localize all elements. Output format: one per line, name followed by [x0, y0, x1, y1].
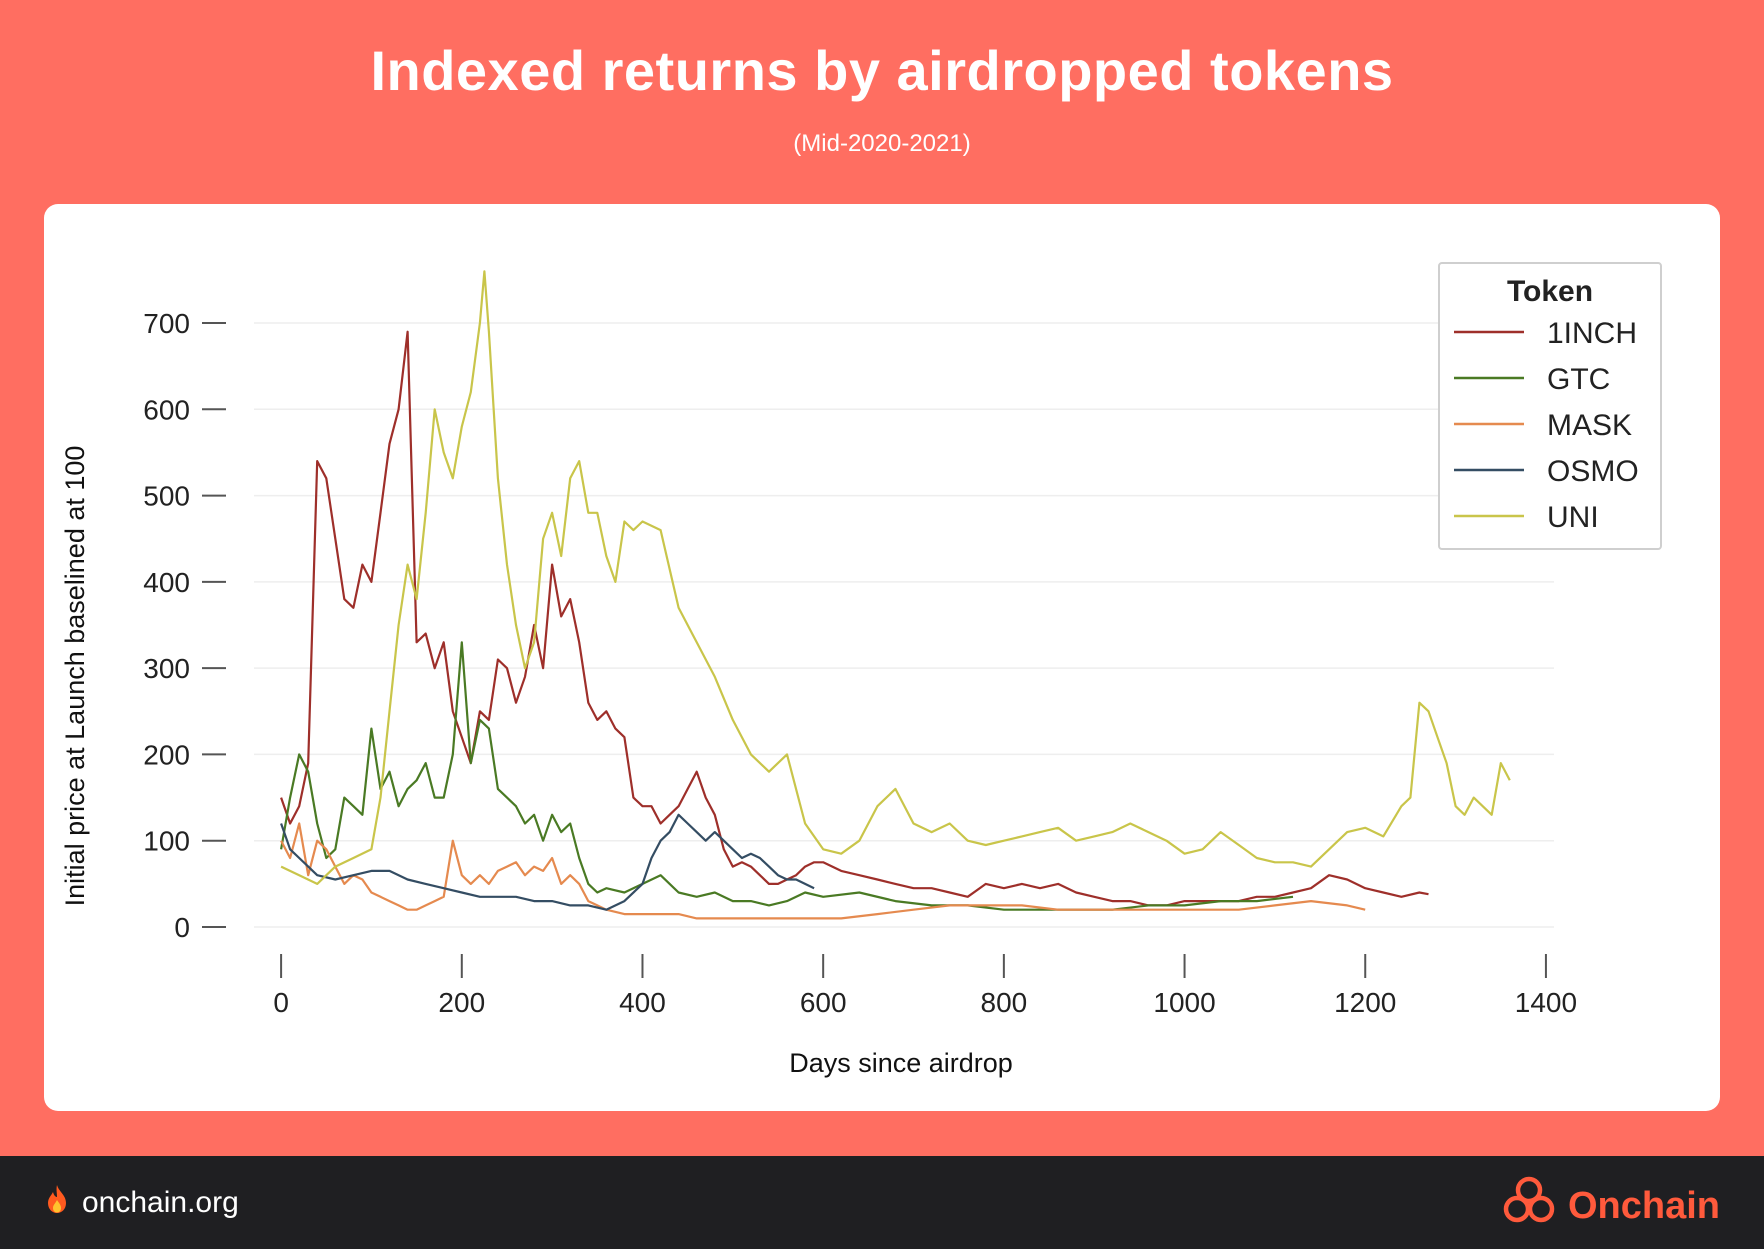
series-line-uni	[280, 270, 1511, 885]
legend: Token 1INCH GTC MASK OSMO UNI	[1438, 262, 1662, 550]
brand-name: Onchain	[1567, 1184, 1720, 1227]
legend-label-mask: MASK	[1547, 409, 1632, 442]
x-tick-label: 0	[273, 987, 289, 1018]
footer-site-text: onchain.org	[82, 1186, 239, 1219]
onchain-logo-icon	[1498, 1174, 1560, 1238]
x-tick-label: 400	[619, 987, 666, 1018]
y-tick-label: 0	[174, 912, 190, 943]
legend-label-uni: UNI	[1547, 501, 1599, 534]
chart-title: Indexed returns by airdropped tokens	[370, 39, 1394, 102]
footer-site[interactable]: onchain.org	[44, 1184, 239, 1222]
legend-label-gtc: GTC	[1547, 363, 1610, 396]
footer-bar: onchain.org Onchain	[0, 1156, 1764, 1249]
y-tick-label: 500	[143, 481, 190, 512]
legend-label-1inch: 1INCH	[1547, 317, 1637, 350]
legend-title: Token	[1507, 275, 1593, 308]
y-axis: 0 100 200 300 400 500 600 700	[143, 308, 226, 943]
series-line-gtc	[280, 641, 1294, 911]
x-tick-label: 600	[800, 987, 847, 1018]
y-tick-label: 400	[143, 567, 190, 598]
y-tick-label: 100	[143, 826, 190, 857]
x-axis-label: Days since airdrop	[789, 1048, 1013, 1078]
series-line-1inch	[280, 330, 1429, 907]
x-axis: 0 200 400 600 800 1000 1200 1400	[273, 954, 1577, 1018]
x-tick-label: 1400	[1515, 987, 1577, 1018]
grid	[254, 322, 1554, 928]
x-tick-label: 1200	[1334, 987, 1396, 1018]
y-tick-label: 300	[143, 653, 190, 684]
fire-icon	[44, 1184, 70, 1222]
chart-card: 0 100 200 300 400 500 600 700 0 200 400 600 800 1000…	[44, 204, 1720, 1111]
chart-subtitle: (Mid-2020-2021)	[793, 130, 971, 157]
series-line-mask	[280, 822, 1366, 920]
x-tick-label: 800	[981, 987, 1028, 1018]
x-tick-label: 1000	[1153, 987, 1215, 1018]
legend-label-osmo: OSMO	[1547, 455, 1639, 488]
line-chart: 0 100 200 300 400 500 600 700 0 200 400 600 800 1000…	[60, 262, 1662, 1078]
x-tick-label: 200	[438, 987, 485, 1018]
y-axis-label: Initial price at Launch baselined at 100	[60, 446, 90, 907]
legend-box	[1438, 262, 1662, 550]
y-tick-label: 600	[143, 394, 190, 425]
series-lines	[280, 270, 1511, 920]
y-tick-label: 700	[143, 308, 190, 339]
footer-brand[interactable]: Onchain	[1498, 1174, 1720, 1238]
y-tick-label: 200	[143, 739, 190, 770]
series-line-osmo	[280, 813, 815, 911]
